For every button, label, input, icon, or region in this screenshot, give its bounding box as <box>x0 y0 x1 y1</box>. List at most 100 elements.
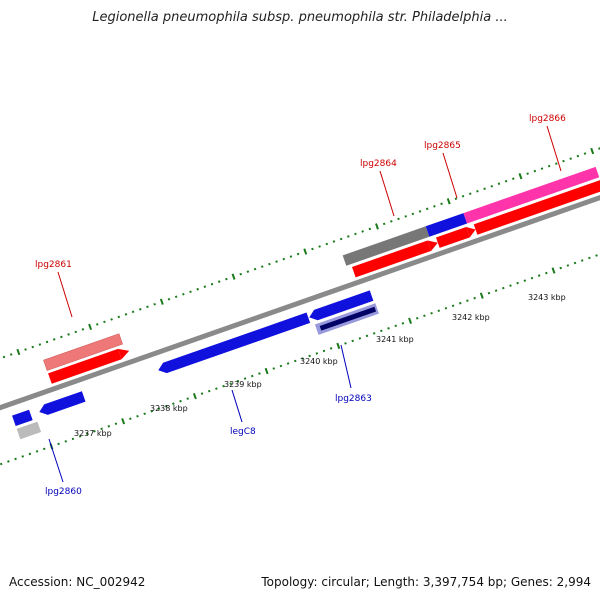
cds-lpg2865-red[interactable] <box>435 226 470 248</box>
reverse-tick-minor <box>0 462 3 466</box>
forward-tick-major <box>375 223 379 230</box>
reverse-tick-minor <box>78 435 82 438</box>
gene-lpg2861[interactable] <box>43 333 123 371</box>
reverse-tick-minor <box>580 259 584 262</box>
label-lpg2864[interactable]: lpg2864 <box>360 159 397 169</box>
forward-tick-minor <box>461 194 465 198</box>
forward-tick-minor <box>411 212 415 216</box>
leader-lpg2861 <box>57 271 73 318</box>
reverse-tick-minor <box>509 284 512 287</box>
forward-tick-minor <box>339 237 343 241</box>
reverse-tick-minor <box>523 279 527 282</box>
gene-left-blue[interactable] <box>12 409 33 427</box>
reverse-tick-major <box>336 342 341 350</box>
leader-lpg2860 <box>48 438 64 483</box>
forward-tick-minor <box>189 290 192 293</box>
reverse-tick-minor <box>250 374 254 378</box>
reverse-tick-minor <box>215 387 218 390</box>
label-lpg2863[interactable]: lpg2863 <box>335 394 372 404</box>
forward-tick-minor <box>347 235 350 238</box>
forward-tick-minor <box>598 147 600 150</box>
reverse-tick-minor <box>451 304 455 307</box>
forward-tick-minor <box>60 335 63 339</box>
cds-lpg2866-red[interactable] <box>473 178 600 235</box>
reverse-tick-minor <box>129 417 132 421</box>
label-lpg2860[interactable]: lpg2860 <box>45 487 82 497</box>
reverse-tick-major <box>192 392 197 400</box>
reverse-tick-minor <box>294 359 297 363</box>
gene-lpg2864[interactable] <box>342 226 430 266</box>
reverse-gene-labels: lpg2860 legC8 lpg2863 <box>45 344 372 497</box>
forward-tick-minor <box>31 345 34 349</box>
gene-lpg2860[interactable] <box>38 391 86 417</box>
reverse-tick-minor <box>322 349 326 353</box>
gene-lpg2862[interactable] <box>307 290 374 322</box>
genome-backbone <box>0 167 600 437</box>
reverse-tick-minor <box>466 299 469 302</box>
reverse-tick-major <box>408 317 412 324</box>
forward-tick-minor <box>569 157 572 160</box>
kbp-label-3239: 3239 kbp <box>224 380 262 389</box>
forward-tick-major <box>88 323 93 331</box>
reverse-tick-minor <box>136 414 139 418</box>
reverse-tick-major <box>551 267 556 274</box>
forward-tick-minor <box>282 257 286 261</box>
reverse-tick-minor <box>107 425 111 428</box>
forward-tick-minor <box>368 227 372 231</box>
reverse-tick-minor <box>308 354 311 358</box>
reverse-tick-minor <box>487 291 491 295</box>
forward-tick-minor <box>476 189 479 193</box>
reverse-tick-minor <box>172 402 175 405</box>
reverse-tick-minor <box>401 322 405 325</box>
forward-tick-minor <box>497 182 501 185</box>
forward-tick-minor <box>2 355 6 359</box>
forward-tick-minor <box>239 272 242 276</box>
gene-lpg2866[interactable] <box>463 166 600 224</box>
kbp-label-3241: 3241 kbp <box>376 335 414 344</box>
forward-tick-minor <box>95 323 99 326</box>
forward-tick-minor <box>325 242 329 246</box>
gene-lpg2865[interactable] <box>425 213 468 237</box>
reverse-tick-minor <box>380 329 383 333</box>
reverse-tick-minor <box>315 352 319 355</box>
label-lpg2865[interactable]: lpg2865 <box>424 141 461 151</box>
gene-legC8[interactable] <box>156 312 311 376</box>
forward-tick-minor <box>382 222 386 226</box>
reverse-genes <box>12 290 379 440</box>
forward-tick-minor <box>74 330 78 334</box>
reverse-tick-minor <box>200 392 204 395</box>
forward-tick-minor <box>490 184 494 188</box>
forward-gene-labels: lpg2861 lpg2864 lpg2865 lpg2866 <box>35 114 566 318</box>
forward-tick-minor <box>454 197 458 201</box>
forward-tick-minor <box>103 320 106 324</box>
forward-tick-minor <box>468 192 472 196</box>
reverse-tick-track <box>0 254 598 466</box>
forward-tick-minor <box>289 255 293 258</box>
forward-tick-minor <box>533 169 537 173</box>
forward-tick-minor <box>139 308 142 311</box>
cds-lpg2864-red[interactable] <box>352 240 432 278</box>
reverse-tick-minor <box>222 384 225 388</box>
reverse-tick-minor <box>358 337 362 340</box>
reverse-tick-minor <box>86 432 89 436</box>
forward-tick-minor <box>203 285 207 288</box>
label-lpg2861[interactable]: lpg2861 <box>35 260 72 270</box>
reverse-tick-minor <box>566 264 570 267</box>
label-lpg2866[interactable]: lpg2866 <box>529 114 566 124</box>
forward-tick-minor <box>9 353 13 356</box>
forward-tick-minor <box>24 348 27 351</box>
reverse-tick-minor <box>494 289 498 292</box>
reverse-tick-minor <box>186 397 189 400</box>
label-legC8[interactable]: legC8 <box>230 427 256 437</box>
leader-legC8 <box>231 389 243 423</box>
cds-lpg2861-red[interactable] <box>48 348 122 384</box>
reverse-tick-minor <box>387 327 390 330</box>
reverse-tick-minor <box>14 457 17 461</box>
forward-tick-minor <box>275 260 278 263</box>
reverse-tick-minor <box>344 342 347 345</box>
forward-tick-minor <box>45 340 49 344</box>
gene-left-gray[interactable] <box>16 421 42 440</box>
cds-lpg2864-arrowhead <box>427 240 438 251</box>
reverse-tick-minor <box>143 412 146 416</box>
reverse-tick-minor <box>301 357 304 360</box>
